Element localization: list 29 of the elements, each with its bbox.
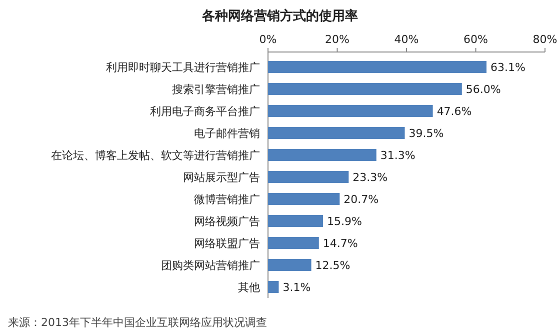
data-label: 3.1% [282,281,311,294]
x-tick-label: 60% [464,33,488,46]
y-tick-label: 利用电子商务平台推广 [150,105,260,118]
x-tick-label: 0% [259,33,277,46]
y-tick-label: 网络视频广告 [194,215,260,228]
data-label: 14.7% [322,237,358,250]
y-tick-label: 在论坛、博客上发帖、软文等进行营销推广 [51,149,260,162]
data-label: 56.0% [466,83,501,96]
data-label: 20.7% [344,193,379,206]
data-label: 39.5% [408,127,444,140]
data-label: 12.5% [315,259,350,272]
data-label: 31.3% [380,149,416,162]
y-tick-label: 网站展示型广告 [183,171,260,184]
y-tick-label: 电子邮件营销 [194,127,260,140]
x-tick-label: 40% [394,33,419,46]
data-label: 15.9% [327,215,362,228]
y-tick-label: 搜索引擎营销推广 [172,83,260,96]
y-tick-label: 利用即时聊天工具进行营销推广 [106,61,260,74]
y-tick-label: 微博营销推广 [194,193,260,206]
x-tick-label: 20% [325,33,350,46]
y-tick-label: 其他 [238,281,260,294]
data-label: 63.1% [490,61,526,74]
data-label: 47.6% [436,105,472,118]
chart-title: 各种网络营销方式的使用率 [201,8,358,24]
source-note: 来源：2013年下半年中国企业互联网络应用状况调查 [8,316,267,329]
y-tick-label: 团购类网站营销推广 [161,259,260,272]
y-tick-label: 网络联盟广告 [194,237,260,250]
x-tick-label: 80% [532,33,558,46]
data-label: 23.3% [352,171,388,184]
